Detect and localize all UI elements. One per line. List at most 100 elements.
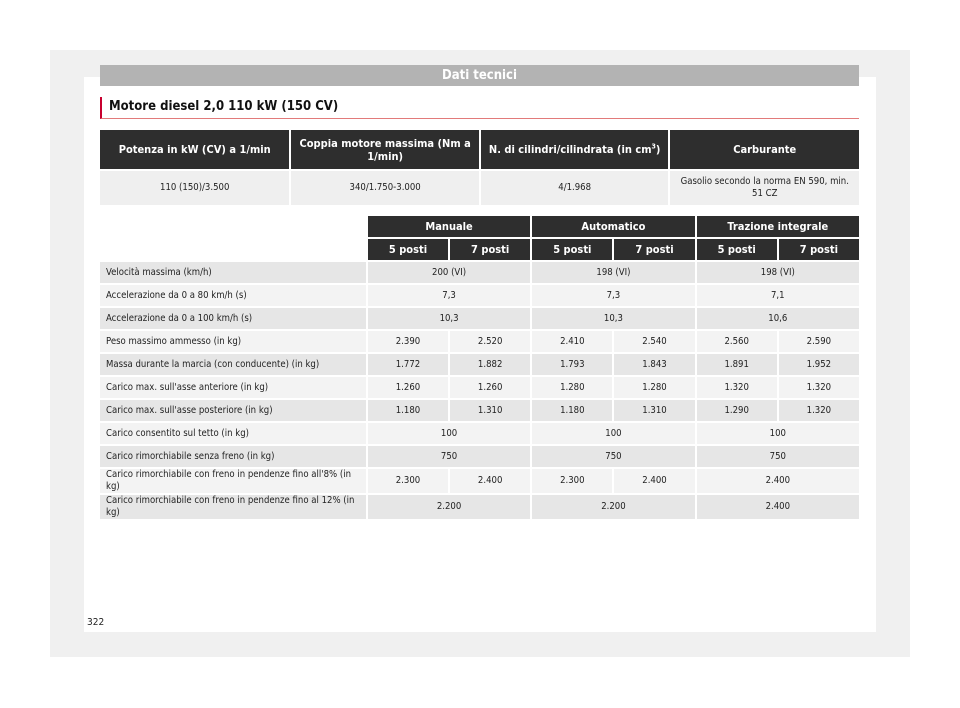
row-value: 1.290 — [696, 400, 777, 421]
chapter-header: Dati tecnici — [100, 65, 859, 86]
row-value: 2.590 — [778, 331, 859, 352]
table-row: Accelerazione da 0 a 80 km/h (s) 7,3 7,3… — [100, 285, 859, 306]
row-label: Accelerazione da 0 a 100 km/h (s) — [100, 308, 366, 329]
row-value: 750 — [696, 446, 859, 467]
table-row: Carico consentito sul tetto (in kg) 100 … — [100, 423, 859, 444]
header-cylinders: N. di cilindri/cilindrata (in cm3) — [480, 130, 669, 169]
subheader-row: 5 posti 7 posti 5 posti 7 posti 5 posti … — [100, 239, 859, 260]
table-row: Carico max. sull'asse anteriore (in kg) … — [100, 377, 859, 398]
row-value: 1.280 — [532, 377, 613, 398]
value-cylinders: 4/1.968 — [480, 171, 669, 205]
row-value: 198 (VI) — [532, 262, 695, 283]
header-cylinders-sup: 3 — [651, 142, 656, 151]
row-value: 750 — [367, 446, 531, 467]
table-row: Massa durante la marcia (con conducente)… — [100, 354, 859, 375]
row-value: 1.180 — [532, 400, 613, 421]
row-value: 1.793 — [532, 354, 613, 375]
row-value: 2.540 — [614, 331, 695, 352]
row-value: 7,3 — [367, 285, 531, 306]
row-value: 1.320 — [778, 400, 859, 421]
value-power: 110 (150)/3.500 — [100, 171, 290, 205]
row-value: 1.310 — [614, 400, 695, 421]
row-value: 750 — [532, 446, 695, 467]
header-torque: Coppia motore massima (Nm a 1/min) — [291, 130, 479, 169]
row-value: 1.843 — [614, 354, 695, 375]
row-value: 198 (VI) — [696, 262, 859, 283]
row-label: Carico max. sull'asse posteriore (in kg) — [100, 400, 366, 421]
row-value: 1.772 — [367, 354, 449, 375]
row-value: 1.280 — [614, 377, 695, 398]
subheader-seats: 7 posti — [614, 239, 695, 260]
row-value: 2.400 — [696, 495, 859, 519]
subheader-seats: 5 posti — [532, 239, 613, 260]
subheader-seats: 7 posti — [450, 239, 531, 260]
row-value: 1.320 — [778, 377, 859, 398]
header-blank — [100, 216, 366, 237]
subheader-seats: 5 posti — [696, 239, 777, 260]
row-value: 2.560 — [696, 331, 777, 352]
table-row: Carico rimorchiabile con freno in penden… — [100, 469, 859, 493]
row-label: Carico rimorchiabile con freno in penden… — [100, 469, 366, 493]
row-value: 2.300 — [532, 469, 613, 493]
row-label: Carico rimorchiabile senza freno (in kg) — [100, 446, 366, 467]
engine-table-header: Potenza in kW (CV) a 1/min Coppia motore… — [100, 130, 859, 169]
group-awd: Trazione integrale — [696, 216, 859, 237]
row-label: Carico max. sull'asse anteriore (in kg) — [100, 377, 366, 398]
row-value: 10,3 — [532, 308, 695, 329]
row-value: 1.310 — [450, 400, 531, 421]
row-value: 1.260 — [450, 377, 531, 398]
table-row: Peso massimo ammesso (in kg) 2.390 2.520… — [100, 331, 859, 352]
row-value: 1.260 — [367, 377, 449, 398]
row-value: 2.300 — [367, 469, 449, 493]
row-value: 100 — [696, 423, 859, 444]
row-value: 1.891 — [696, 354, 777, 375]
row-value: 10,6 — [696, 308, 859, 329]
subheader-blank — [100, 239, 366, 260]
row-value: 2.410 — [532, 331, 613, 352]
row-value: 2.520 — [450, 331, 531, 352]
table-row: Carico max. sull'asse posteriore (in kg)… — [100, 400, 859, 421]
page-number: 322 — [87, 617, 105, 628]
row-value: 1.180 — [367, 400, 449, 421]
table-row: Velocità massima (km/h) 200 (VI) 198 (VI… — [100, 262, 859, 283]
row-value: 1.882 — [450, 354, 531, 375]
row-value: 2.400 — [696, 469, 859, 493]
row-value: 1.952 — [778, 354, 859, 375]
row-value: 2.200 — [532, 495, 695, 519]
group-header-row: Manuale Automatico Trazione integrale — [100, 216, 859, 237]
row-value: 100 — [532, 423, 695, 444]
table-row: Carico rimorchiabile senza freno (in kg)… — [100, 446, 859, 467]
row-label: Peso massimo ammesso (in kg) — [100, 331, 366, 352]
table-row: Carico rimorchiabile con freno in penden… — [100, 495, 859, 519]
row-value: 10,3 — [367, 308, 531, 329]
row-value: 7,3 — [532, 285, 695, 306]
performance-table: Manuale Automatico Trazione integrale 5 … — [98, 214, 861, 521]
row-value: 2.400 — [614, 469, 695, 493]
row-label: Carico consentito sul tetto (in kg) — [100, 423, 366, 444]
subheader-seats: 7 posti — [778, 239, 859, 260]
section-title: Motore diesel 2,0 110 kW (150 CV) — [100, 97, 859, 119]
row-label: Carico rimorchiabile con freno in penden… — [100, 495, 366, 519]
row-value: 200 (VI) — [367, 262, 531, 283]
value-fuel: Gasolio secondo la norma EN 590, min. 51… — [670, 171, 859, 205]
engine-table-row: 110 (150)/3.500 340/1.750-3.000 4/1.968 … — [100, 171, 859, 205]
engine-table: Potenza in kW (CV) a 1/min Coppia motore… — [98, 128, 861, 207]
header-power: Potenza in kW (CV) a 1/min — [100, 130, 290, 169]
table-row: Accelerazione da 0 a 100 km/h (s) 10,3 1… — [100, 308, 859, 329]
header-cylinders-close: ) — [655, 143, 661, 156]
row-value: 2.390 — [367, 331, 449, 352]
row-value: 7,1 — [696, 285, 859, 306]
value-torque: 340/1.750-3.000 — [291, 171, 479, 205]
row-label: Velocità massima (km/h) — [100, 262, 366, 283]
subheader-seats: 5 posti — [367, 239, 449, 260]
group-manual: Manuale — [367, 216, 531, 237]
header-fuel: Carburante — [670, 130, 859, 169]
header-cylinders-text: N. di cilindri/cilindrata (in cm — [488, 143, 652, 156]
row-value: 1.320 — [696, 377, 777, 398]
row-value: 2.400 — [450, 469, 531, 493]
row-value: 100 — [367, 423, 531, 444]
row-label: Accelerazione da 0 a 80 km/h (s) — [100, 285, 366, 306]
row-value: 2.200 — [367, 495, 531, 519]
group-automatic: Automatico — [532, 216, 695, 237]
row-label: Massa durante la marcia (con conducente)… — [100, 354, 366, 375]
